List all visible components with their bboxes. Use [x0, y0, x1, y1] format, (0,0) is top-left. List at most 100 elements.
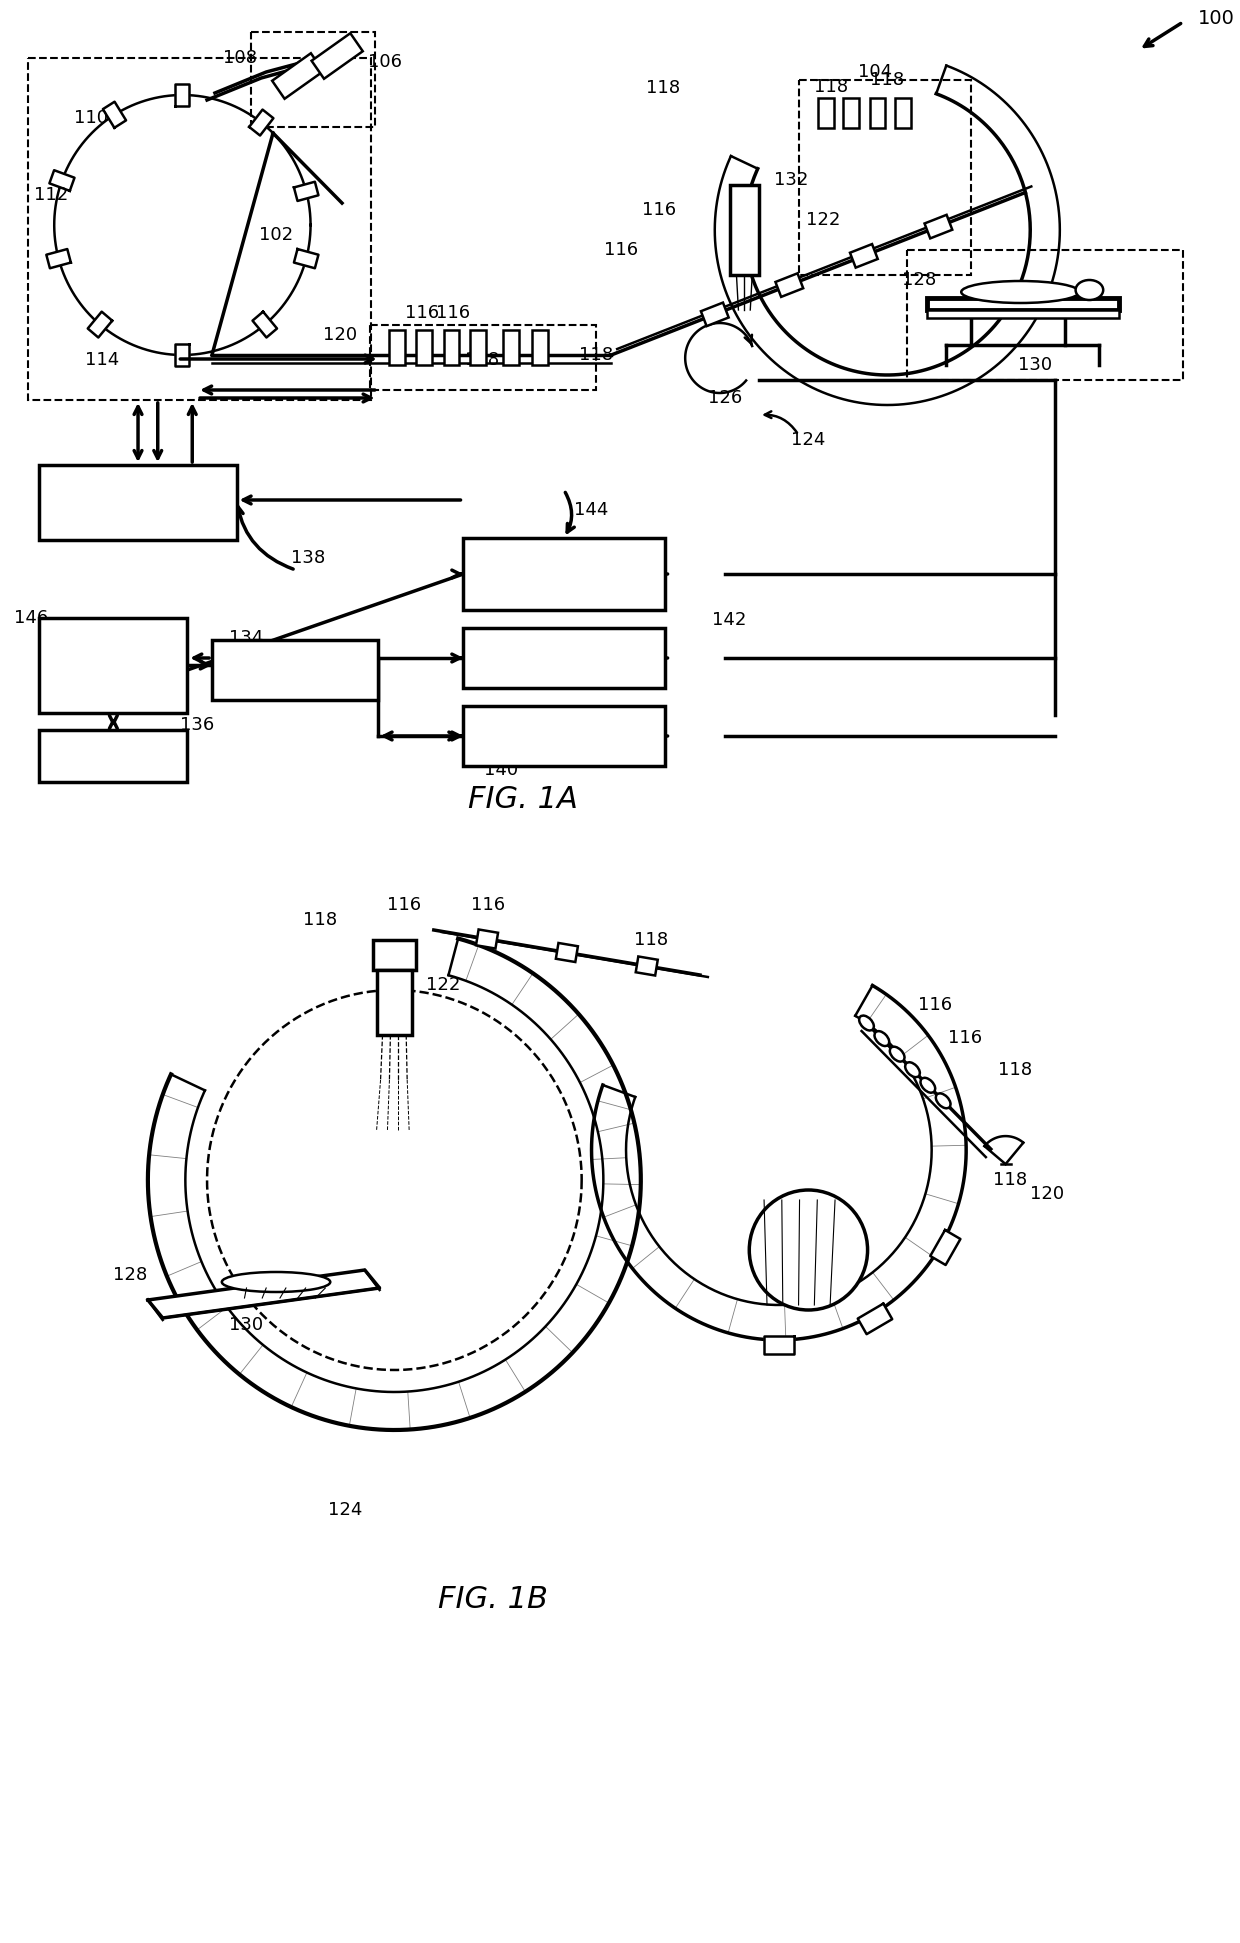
Bar [925, 216, 952, 239]
Bar [895, 97, 911, 128]
Bar [252, 31, 374, 126]
Text: 118: 118 [813, 78, 848, 95]
Text: PROCESSOR: PROCESSOR [243, 653, 346, 668]
Text: 122: 122 [427, 975, 461, 995]
Text: 140: 140 [484, 762, 518, 779]
Bar [311, 33, 363, 80]
Text: CONTROLLER: CONTROLLER [82, 503, 195, 517]
Ellipse shape [222, 1273, 330, 1292]
Text: 128: 128 [113, 1267, 148, 1284]
Text: 144: 144 [574, 501, 609, 519]
Bar [843, 97, 859, 128]
Polygon shape [88, 311, 113, 338]
Bar [464, 705, 666, 766]
Text: 126: 126 [708, 389, 743, 406]
Text: 100: 100 [1198, 8, 1235, 27]
Text: 118: 118 [634, 931, 668, 948]
Ellipse shape [961, 282, 1080, 303]
Text: 116: 116 [641, 200, 676, 220]
Ellipse shape [920, 1078, 935, 1092]
Bar [799, 80, 971, 276]
Text: 138: 138 [291, 550, 325, 567]
Ellipse shape [905, 1063, 920, 1076]
Bar [869, 97, 885, 128]
Polygon shape [930, 1230, 961, 1265]
Polygon shape [294, 249, 319, 268]
Bar [470, 330, 486, 365]
Text: CONTROLLER: CONTROLLER [507, 736, 621, 752]
Text: 142: 142 [712, 610, 746, 630]
Bar [476, 929, 498, 948]
Text: TABLE: TABLE [538, 719, 590, 734]
Polygon shape [176, 344, 190, 365]
Bar [444, 330, 460, 365]
Text: 106: 106 [368, 52, 402, 72]
Bar [417, 330, 432, 365]
Text: 128: 128 [901, 270, 936, 290]
Text: 116: 116 [387, 896, 422, 913]
Text: 124: 124 [327, 1502, 362, 1519]
Bar [40, 731, 187, 781]
Bar [40, 618, 187, 713]
Text: 118: 118 [304, 911, 337, 929]
Polygon shape [764, 1337, 794, 1354]
Ellipse shape [890, 1047, 904, 1061]
Text: 116: 116 [949, 1030, 982, 1047]
Bar [532, 330, 548, 365]
Text: 118: 118 [465, 352, 500, 369]
Text: ACCELERATOR: ACCELERATOR [77, 482, 200, 497]
Polygon shape [103, 101, 126, 128]
Polygon shape [294, 183, 319, 200]
Text: 102: 102 [259, 225, 293, 245]
Text: TREATMENT: TREATMENT [67, 635, 160, 651]
Bar [212, 639, 378, 699]
Bar [377, 970, 412, 1036]
Bar [636, 956, 657, 975]
Bar [926, 311, 1118, 319]
Circle shape [749, 1189, 868, 1310]
Text: 118: 118 [870, 72, 904, 89]
Bar [701, 303, 729, 326]
Text: SYSTEM: SYSTEM [82, 668, 145, 682]
Text: 112: 112 [33, 187, 68, 204]
Bar [389, 330, 405, 365]
Text: 116: 116 [436, 303, 470, 323]
Text: 116: 116 [405, 303, 439, 323]
Text: 130: 130 [229, 1315, 264, 1335]
Text: 118: 118 [579, 346, 614, 363]
Bar [370, 324, 596, 391]
Bar [373, 940, 417, 970]
Text: 118: 118 [646, 80, 681, 97]
Bar [818, 97, 835, 128]
Bar [40, 464, 237, 540]
Bar [926, 297, 1118, 311]
Bar [272, 52, 324, 99]
Polygon shape [46, 249, 71, 268]
Bar [906, 251, 1183, 381]
Text: 120: 120 [1030, 1185, 1064, 1203]
Bar [502, 330, 518, 365]
Text: 134: 134 [229, 630, 264, 647]
Text: CONTROLLER: CONTROLLER [507, 657, 621, 672]
Bar [556, 942, 578, 962]
Text: SCANNING: SCANNING [518, 554, 609, 569]
Text: 146: 146 [15, 608, 48, 628]
Text: FIG. 1B: FIG. 1B [438, 1585, 548, 1615]
Text: 118: 118 [998, 1061, 1033, 1078]
Polygon shape [253, 311, 277, 338]
Text: 116: 116 [919, 997, 952, 1014]
Text: MEMORY: MEMORY [76, 750, 151, 764]
Text: GANTRY: GANTRY [529, 641, 599, 655]
Bar [464, 628, 666, 688]
Ellipse shape [874, 1032, 889, 1045]
Text: CONTROLLER: CONTROLLER [507, 573, 621, 589]
Bar [849, 245, 878, 268]
Text: 110: 110 [74, 109, 108, 126]
Text: 116: 116 [604, 241, 639, 258]
Ellipse shape [936, 1094, 951, 1108]
Text: 118: 118 [993, 1172, 1028, 1189]
Text: 116: 116 [471, 896, 505, 913]
Polygon shape [50, 171, 74, 190]
Bar [775, 274, 804, 297]
Text: 130: 130 [1018, 356, 1053, 373]
